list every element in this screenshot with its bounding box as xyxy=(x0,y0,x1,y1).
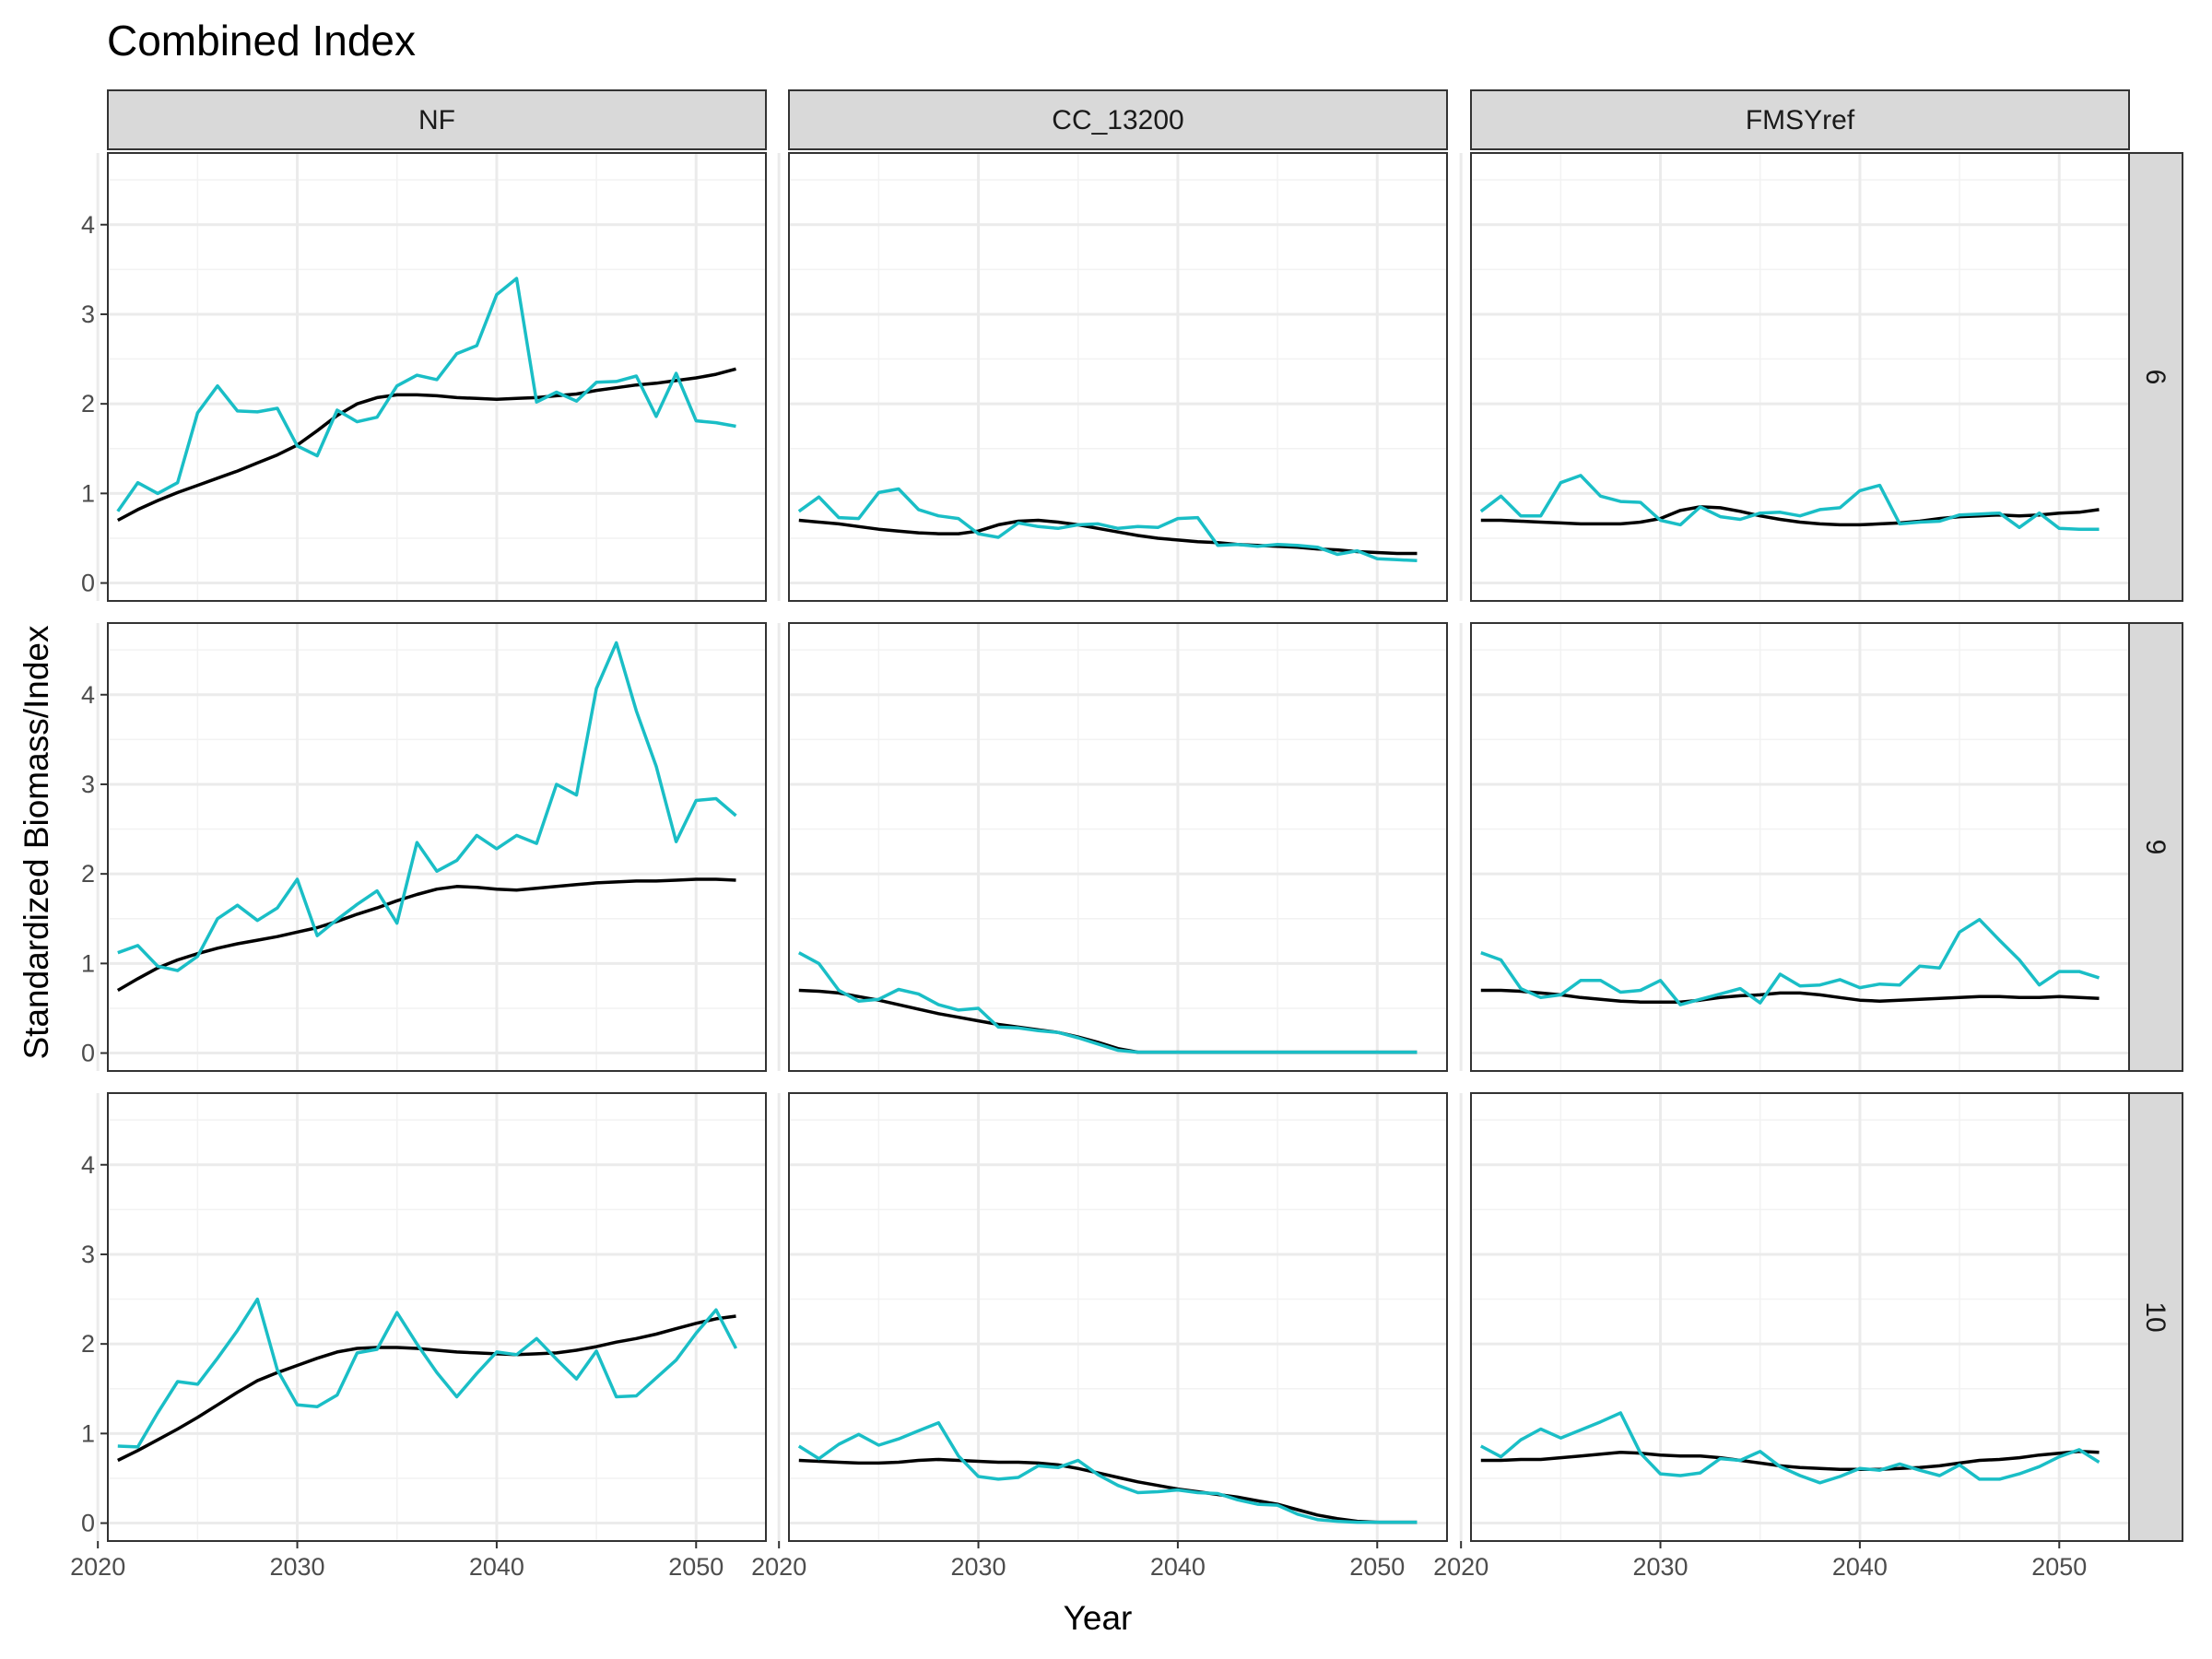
panel-border xyxy=(788,1092,1448,1542)
x-tick-label: 2030 xyxy=(951,1553,1006,1581)
y-tick-label: 3 xyxy=(81,1241,95,1268)
panel-cc-13200-6 xyxy=(777,152,1448,602)
series-line-index xyxy=(1480,917,2100,1006)
series-line-index xyxy=(117,1297,738,1449)
x-tick-label: 2020 xyxy=(1433,1553,1488,1581)
panel-nf-10: 0 1 2 3 4 2020 2030 2040 2050 xyxy=(70,1092,767,1581)
facet-panels: NF CC_13200 FMSYref 6 9 10 0 1 2 3 4 0 1 2 3 4 0 1 2 3 4 2020… xyxy=(70,89,2183,1581)
panel-border xyxy=(1470,1092,2130,1542)
strip-row-box xyxy=(2128,1092,2183,1542)
panel-nf-9: 0 1 2 3 4 xyxy=(81,622,767,1072)
strip-row-9: 9 xyxy=(2128,622,2183,1072)
series-line-index xyxy=(1479,1411,2100,1485)
x-tick-label: 2040 xyxy=(1832,1553,1888,1581)
panel-nf-6: 0 1 2 3 4 xyxy=(81,152,767,602)
panel-border xyxy=(788,622,1448,1072)
x-tick-label: 2030 xyxy=(1633,1553,1688,1581)
strip-row-6: 6 xyxy=(2128,152,2183,602)
panel-background xyxy=(789,1093,1447,1541)
panel-background xyxy=(789,153,1447,601)
x-tick-label: 2050 xyxy=(1349,1553,1405,1581)
strip-row-label: 10 xyxy=(2140,1301,2171,1332)
y-tick-label: 4 xyxy=(81,1151,95,1179)
strip-col-label: FMSYref xyxy=(1746,105,1855,135)
panel-background xyxy=(108,153,766,601)
series-line-biomass xyxy=(1480,505,2100,527)
strip-col-cc-13200: CC_13200 xyxy=(788,89,1448,150)
x-tick-label: 2040 xyxy=(1150,1553,1206,1581)
y-tick-label: 4 xyxy=(81,681,95,709)
panel-background xyxy=(1471,153,2129,601)
x-tick-label: 2040 xyxy=(469,1553,524,1581)
series-line-index xyxy=(797,1420,1418,1524)
x-tick-label: 2020 xyxy=(751,1553,806,1581)
y-tick-label: 2 xyxy=(81,860,95,888)
strip-row-10: 10 xyxy=(2128,1092,2183,1542)
strip-col-box xyxy=(107,89,767,150)
panel-fmsyref-6 xyxy=(1459,152,2130,602)
series-line-biomass xyxy=(116,877,736,993)
x-axis-label: Year xyxy=(1064,1599,1133,1637)
strip-col-nf: NF xyxy=(107,89,767,150)
strip-col-fmsyref: FMSYref xyxy=(1470,89,2130,150)
strip-row-label: 9 xyxy=(2140,840,2171,855)
panel-border xyxy=(107,622,767,1072)
panel-border xyxy=(107,1092,767,1542)
strip-row-box xyxy=(2128,622,2183,1072)
y-tick-label: 0 xyxy=(81,1040,95,1067)
series-line-biomass xyxy=(116,367,736,523)
panel-fmsyref-9 xyxy=(1459,622,2130,1072)
panel-cc-13200-9 xyxy=(777,622,1448,1072)
series-line-index xyxy=(797,951,1418,1054)
y-tick-label: 4 xyxy=(81,211,95,239)
panel-background xyxy=(789,623,1447,1071)
y-tick-label: 1 xyxy=(81,1419,95,1447)
series-line-index xyxy=(117,641,737,972)
series-line-biomass xyxy=(798,518,1418,556)
y-tick-label: 3 xyxy=(81,300,95,328)
x-tick-label: 2050 xyxy=(668,1553,724,1581)
series-line-biomass xyxy=(1480,1450,2100,1471)
y-tick-label: 0 xyxy=(81,570,95,597)
panel-border xyxy=(1470,622,2130,1072)
panel-border xyxy=(107,152,767,602)
x-tick-label: 2030 xyxy=(270,1553,325,1581)
strip-col-label: NF xyxy=(418,105,455,135)
strip-row-box xyxy=(2128,152,2183,602)
panel-background xyxy=(1471,623,2129,1071)
panel-background xyxy=(108,623,766,1071)
strip-col-label: CC_13200 xyxy=(1052,105,1183,135)
series-line-biomass xyxy=(1480,988,2100,1004)
panel-background xyxy=(108,1093,766,1541)
strip-row-label: 6 xyxy=(2140,370,2171,385)
panel-border xyxy=(788,152,1448,602)
series-line-index xyxy=(797,487,1418,563)
y-tick-label: 2 xyxy=(81,390,95,418)
x-tick-label: 2020 xyxy=(70,1553,125,1581)
strip-col-box xyxy=(788,89,1448,150)
y-tick-label: 3 xyxy=(81,771,95,798)
series-line-biomass xyxy=(798,1457,1418,1524)
strip-col-box xyxy=(1470,89,2130,150)
y-tick-label: 2 xyxy=(81,1330,95,1358)
y-tick-label: 1 xyxy=(81,949,95,977)
x-tick-label: 2050 xyxy=(2031,1553,2087,1581)
panel-cc-13200-10: 2020 2030 2040 2050 xyxy=(751,1092,1448,1581)
series-line-index xyxy=(1479,474,2100,531)
series-line-biomass xyxy=(117,1314,736,1463)
panel-fmsyref-10: 2020 2030 2040 2050 xyxy=(1433,1092,2130,1581)
y-axis-label: Standardized Biomass/Index xyxy=(18,625,55,1059)
y-tick-label: 1 xyxy=(81,479,95,507)
chart-title: Combined Index xyxy=(107,17,416,65)
y-tick-label: 0 xyxy=(81,1510,95,1537)
panel-border xyxy=(1470,152,2130,602)
series-line-index xyxy=(116,276,736,512)
